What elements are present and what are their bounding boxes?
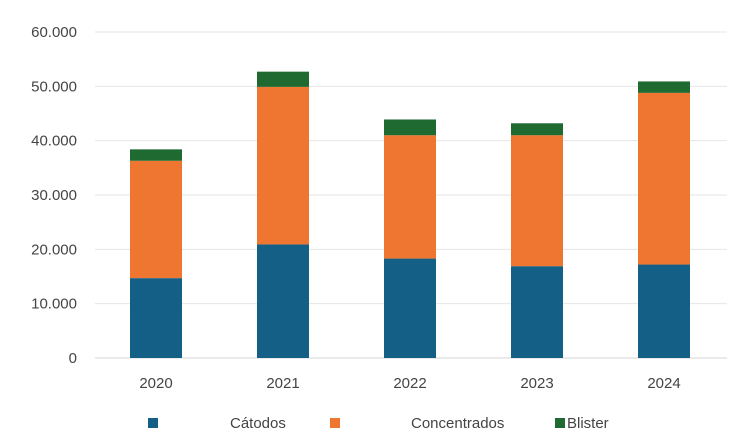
legend-swatch: [330, 418, 340, 428]
y-tick-label: 50.000: [31, 78, 77, 95]
x-tick-label: 2021: [266, 375, 299, 392]
bar-segment-blister-2023: [511, 123, 563, 136]
x-tick-label: 2023: [520, 375, 553, 392]
bar-segment-c-todos-2023: [511, 266, 563, 358]
legend: Cátodos Concentrados Blister: [148, 415, 609, 432]
bars: [130, 71, 690, 358]
y-tick-label: 10.000: [31, 296, 77, 313]
legend-label: Blister: [567, 415, 609, 432]
bar-segment-blister-2021: [257, 71, 309, 87]
legend-swatch: [148, 418, 158, 428]
x-tick-label: 2020: [139, 375, 172, 392]
legend-swatch: [555, 418, 565, 428]
bar-segment-c-todos-2021: [257, 244, 309, 358]
x-axis-ticks: 2020 2021 2022 2023 2024: [139, 375, 680, 392]
legend-label: Concentrados: [411, 415, 504, 432]
y-tick-label: 0: [69, 350, 77, 367]
y-tick-label: 20.000: [31, 241, 77, 258]
bar-segment-concentrados-2024: [638, 92, 690, 265]
bar-segment-c-todos-2020: [130, 278, 182, 358]
y-axis-ticks: 0 10.000 20.000 30.000 40.000 50.000 60.000: [31, 24, 77, 367]
bar-segment-blister-2024: [638, 81, 690, 93]
bar-segment-blister-2020: [130, 149, 182, 161]
bar-segment-c-todos-2022: [384, 258, 436, 358]
x-tick-label: 2024: [647, 375, 680, 392]
bar-segment-concentrados-2021: [257, 86, 309, 245]
bar-segment-concentrados-2020: [130, 160, 182, 279]
y-tick-label: 30.000: [31, 187, 77, 204]
y-tick-label: 40.000: [31, 133, 77, 150]
bar-segment-blister-2022: [384, 119, 436, 136]
bar-segment-concentrados-2023: [511, 135, 563, 267]
bar-segment-c-todos-2024: [638, 264, 690, 358]
y-tick-label: 60.000: [31, 24, 77, 41]
x-tick-label: 2022: [393, 375, 426, 392]
legend-label: Cátodos: [230, 415, 286, 432]
bar-segment-concentrados-2022: [384, 135, 436, 259]
